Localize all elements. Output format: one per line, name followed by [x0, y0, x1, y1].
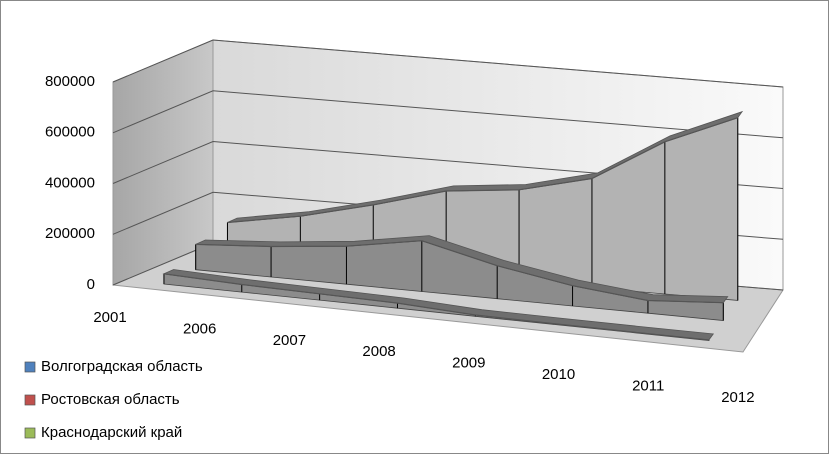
y-tick-label: 200000 — [45, 225, 95, 242]
legend-label: Ростовская область — [41, 391, 180, 408]
grid-line — [112, 140, 784, 189]
legend-label: Волгоградская область — [41, 358, 203, 375]
x-tick-label: 2010 — [542, 366, 575, 383]
x-tick-label: 2006 — [183, 320, 216, 337]
series-line — [163, 273, 709, 341]
x-tick-label: 2007 — [273, 332, 306, 349]
y-tick-label: 400000 — [45, 174, 95, 191]
y-tick-label: 800000 — [45, 73, 95, 90]
x-tick-label: 2012 — [721, 389, 754, 406]
x-tick-label: 2008 — [362, 343, 395, 360]
x-tick-label: 2011 — [632, 377, 664, 394]
y-tick-label: 600000 — [45, 124, 95, 141]
legend-label: Краснодарский край — [41, 424, 182, 441]
legend-swatch — [24, 361, 36, 373]
legend-swatch — [24, 427, 36, 439]
x-tick-label: 2009 — [452, 355, 485, 372]
plot-area: 0 200000 400000 600000 800000 2001 2006 2007 200… — [45, 39, 784, 406]
x-tick-label: 2001 — [93, 309, 126, 326]
y-tick-label: 0 — [87, 276, 95, 293]
grid-line — [112, 39, 784, 88]
grid-line — [112, 90, 784, 139]
series-line — [227, 117, 738, 224]
series-line — [195, 240, 724, 304]
legend-swatch — [24, 394, 36, 406]
